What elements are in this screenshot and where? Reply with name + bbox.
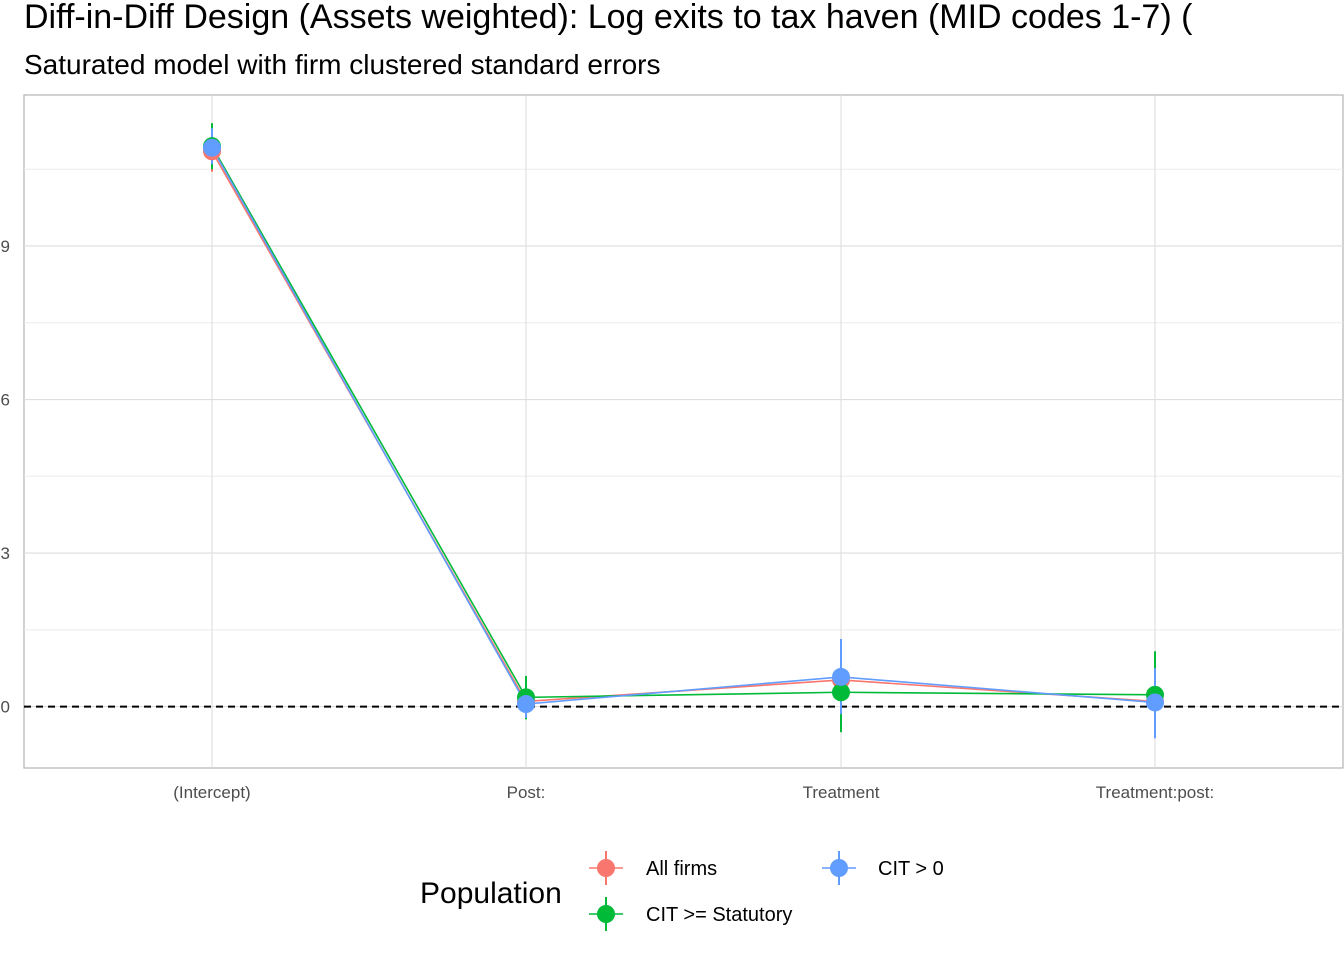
data-point <box>203 138 221 157</box>
legend-label: All firms <box>646 858 717 880</box>
legend-title: Population <box>420 877 562 910</box>
x-tick-label: (Intercept) <box>173 783 250 802</box>
data-point <box>517 695 535 714</box>
legend-label: CIT >= Statutory <box>646 904 792 926</box>
chart-subtitle: Saturated model with firm clustered stan… <box>24 49 661 80</box>
chart-title: Diff-in-Diff Design (Assets weighted): L… <box>24 0 1193 36</box>
legend-key-point <box>597 905 615 923</box>
series-line <box>211 145 1156 699</box>
y-tick-label: 0 <box>1 698 10 717</box>
y-tick-label: 9 <box>1 237 10 256</box>
x-tick-label: Post: <box>507 783 546 802</box>
y-tick-label: 6 <box>1 391 10 410</box>
legend-key-point <box>830 859 848 877</box>
panel-border <box>23 94 1344 769</box>
legend-label: CIT > 0 <box>878 858 944 880</box>
data-point <box>832 667 850 686</box>
y-tick-label: 3 <box>1 544 10 563</box>
x-tick-label: Treatment <box>803 783 880 802</box>
data-point <box>1146 693 1164 712</box>
plot-area: 0 3 6 9 (Intercept) Post: Treatment Treatment:p… <box>1 94 1344 802</box>
data-point <box>832 683 850 702</box>
legend-key-point <box>597 859 615 877</box>
series-line <box>211 150 1156 703</box>
x-tick-label: Treatment:post: <box>1096 783 1214 802</box>
series-line <box>211 147 1156 705</box>
legend: Population All firms CIT >= Statutory CIT … <box>420 851 944 931</box>
